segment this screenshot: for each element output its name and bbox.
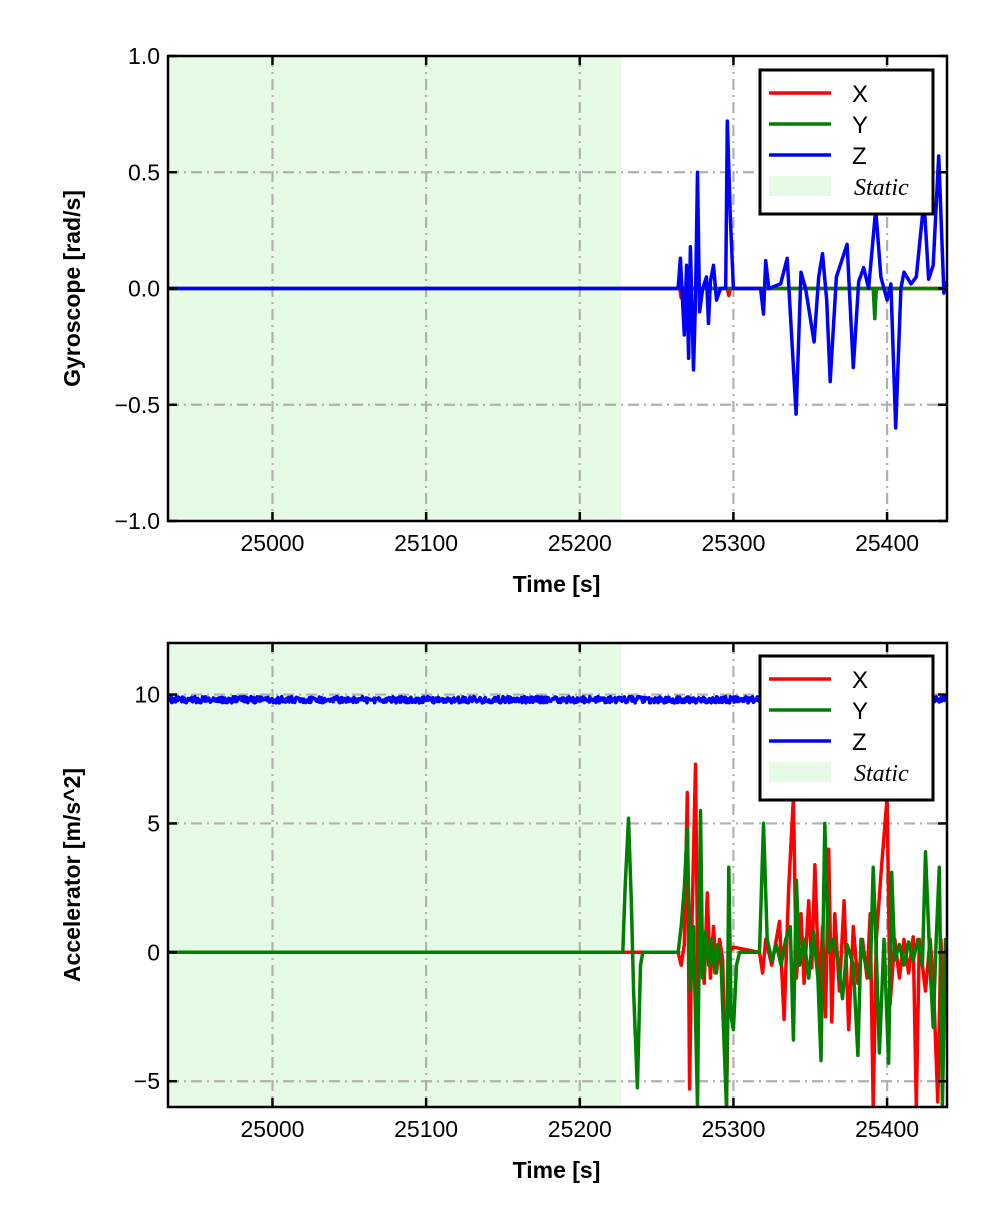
y-tick-label: 10 — [134, 682, 160, 708]
x-axis-label: Time [s] — [513, 1157, 601, 1183]
x-tick-label: 25400 — [855, 1116, 919, 1142]
y-axis-label: Accelerator [m/s^2] — [59, 768, 85, 982]
x-tick-label: 25000 — [240, 530, 304, 556]
legend-label-x: X — [852, 667, 868, 694]
x-tick-label: 25000 — [240, 1116, 304, 1142]
y-tick-label: 5 — [147, 810, 160, 836]
axes-frame — [166, 641, 949, 1109]
legend-label-x: X — [852, 81, 868, 108]
series-group — [168, 119, 947, 430]
y-axis-label: Gyroscope [rad/s] — [59, 190, 85, 387]
panel-accelerator: 25000 25100 25200 25300 25400 −5 0 5 10 Time [s] A… — [59, 641, 949, 1183]
y-tick-label: −1.0 — [115, 508, 160, 534]
legend-label-z: Z — [852, 143, 867, 170]
y-tick-label: −0.5 — [115, 392, 160, 418]
y-tick-label: 0.5 — [128, 159, 160, 185]
x-tick-label: 25200 — [548, 1116, 612, 1142]
legend-label-static: Static — [854, 761, 909, 787]
static-span — [168, 643, 622, 1107]
panel-gyroscope: 25000 25100 25200 25300 25400 −1.0 −0.5 0.0 0.5 1… — [59, 43, 949, 597]
legend-label-static: Static — [854, 175, 909, 201]
x-tick-label: 25100 — [394, 530, 458, 556]
series-line-y — [168, 808, 947, 1107]
y-tick-label: 0.0 — [128, 276, 160, 302]
x-tick-label: 25100 — [394, 1116, 458, 1142]
legend-swatch-static — [769, 176, 831, 196]
legend-label-z: Z — [852, 729, 867, 756]
legend-swatch-static — [769, 762, 831, 782]
legend-label-y: Y — [852, 698, 868, 725]
series-line-z — [168, 119, 947, 430]
x-tick-label: 25200 — [548, 530, 612, 556]
y-tick-label: 1.0 — [128, 43, 160, 69]
series-line-x — [168, 762, 947, 1107]
y-tick-label: −5 — [134, 1068, 160, 1094]
y-tick-label: 0 — [147, 939, 160, 965]
x-tick-label: 25300 — [701, 1116, 765, 1142]
legend: XYZ Static — [758, 68, 935, 216]
legend-label-y: Y — [852, 112, 868, 139]
legend: XYZ Static — [758, 654, 935, 802]
x-axis-label: Time [s] — [513, 571, 601, 597]
x-tick-label: 25400 — [855, 530, 919, 556]
x-tick-label: 25300 — [701, 530, 765, 556]
